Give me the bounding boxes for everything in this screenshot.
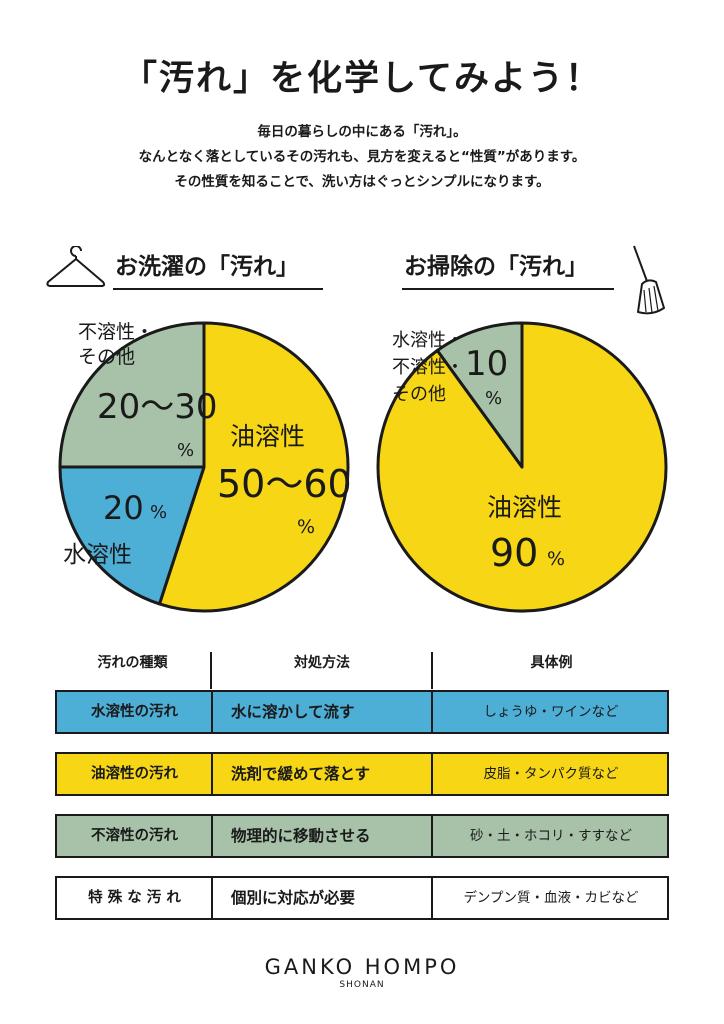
laundry-label-other: 不溶性・ <box>78 321 154 343</box>
cell-divider <box>431 816 433 856</box>
row-type: 水溶性の汚れ <box>91 704 178 720</box>
laundry-label-water: 水溶性 <box>63 542 132 568</box>
table-header-type: 汚れの種類 <box>97 655 168 671</box>
row-method: 物理的に移動させる <box>231 827 371 845</box>
cleaning-slice-other <box>435 321 524 469</box>
cell-divider <box>211 878 213 918</box>
laundry-pie-chart: 不溶性・ その他 20～30 % 20 % 水溶性 油溶性 50～60 % 水溶… <box>58 321 668 613</box>
cleaning-label-other: 不溶性・ <box>392 357 464 378</box>
laundry-label-other: その他 <box>78 346 135 368</box>
row-example: 皮脂・タンパク質など <box>483 766 619 782</box>
intro-line: その性質を知ることで、洗い方はぐっとシンプルになります。 <box>174 174 550 190</box>
brand-logo: GANKO HOMPO <box>264 955 460 979</box>
laundry-slice-water <box>58 465 206 606</box>
laundry-heading: お洗濯の「汚れ」 <box>115 254 299 280</box>
table-header-method: 対処方法 <box>294 655 350 671</box>
table-row: 特 殊 な 汚 れ 個別に対応が必要 デンプン質・血液・カビなど <box>55 876 669 920</box>
cleaning-value-oil: 90 <box>490 531 538 575</box>
cell-divider <box>431 692 433 732</box>
table-row: 水溶性の汚れ 水に溶かして流す しょうゆ・ワインなど <box>55 690 669 734</box>
laundry-unit-oil: % <box>297 516 315 538</box>
row-type: 油溶性の汚れ <box>91 766 178 782</box>
row-example: 砂・土・ホコリ・すすなど <box>470 828 632 844</box>
table-row: 不溶性の汚れ 物理的に移動させる 砂・土・ホコリ・すすなど <box>55 814 669 858</box>
row-type: 特 殊 な 汚 れ <box>88 890 181 906</box>
cell-divider <box>431 754 433 794</box>
cell-divider <box>431 878 433 918</box>
cleaning-unit-oil: % <box>547 548 565 570</box>
intro-line: なんとなく落としているその汚れも、見方を変えると“性質”があります。 <box>138 149 586 165</box>
laundry-heading-underline <box>113 288 323 290</box>
table-header-divider <box>431 652 433 689</box>
laundry-value-other: 20～30 <box>97 387 218 427</box>
cleaning-label-other: 水溶性・ <box>392 330 464 351</box>
laundry-slice-other <box>58 321 206 469</box>
laundry-value-oil: 50～60 <box>217 462 352 506</box>
cleaning-unit-other: % <box>485 388 502 409</box>
cleaning-heading-underline <box>402 288 614 290</box>
table-header-divider <box>210 652 212 689</box>
cell-divider <box>211 754 213 794</box>
cell-divider <box>211 692 213 732</box>
row-type: 不溶性の汚れ <box>91 828 178 844</box>
laundry-unit-other: % <box>177 440 194 461</box>
brand-logo-sub: SHONAN <box>339 980 385 990</box>
cleaning-value-other: 10 <box>465 344 508 384</box>
laundry-label-oil: 油溶性 <box>230 422 305 451</box>
table-row: 油溶性の汚れ 洗剤で緩めて落とす 皮脂・タンパク質など <box>55 752 669 796</box>
laundry-unit-water: % <box>150 502 167 523</box>
cleaning-label-other: その他 <box>392 384 446 405</box>
page-title: 「汚れ」を化学してみよう！ <box>122 59 602 99</box>
laundry-slice-oil <box>158 321 350 613</box>
row-example: デンプン質・血液・カビなど <box>463 890 639 906</box>
cell-divider <box>211 816 213 856</box>
table-header-example: 具体例 <box>530 655 573 671</box>
intro-line: 毎日の暮らしの中にある「汚れ」。 <box>257 124 467 140</box>
row-example: しょうゆ・ワインなど <box>483 704 619 720</box>
row-method: 個別に対応が必要 <box>231 889 356 907</box>
row-method: 洗剤で緩めて落とす <box>231 765 371 783</box>
hanger-icon <box>46 246 106 287</box>
cleaning-label-oil: 油溶性 <box>487 493 562 522</box>
cleaning-heading: お掃除の「汚れ」 <box>404 254 588 280</box>
laundry-value-water: 20 <box>103 489 144 527</box>
intro-text: 毎日の暮らしの中にある「汚れ」。 なんとなく落としているその汚れも、見方を変える… <box>0 120 724 195</box>
broom-icon <box>633 245 665 315</box>
row-method: 水に溶かして流す <box>231 703 355 721</box>
